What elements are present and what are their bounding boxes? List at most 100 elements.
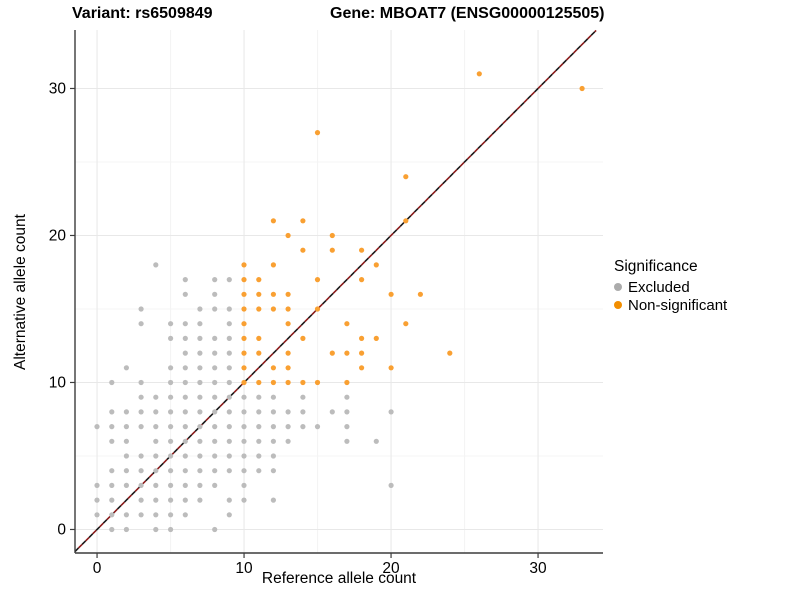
data-point-excluded bbox=[153, 262, 159, 268]
data-point-non-significant bbox=[256, 291, 262, 297]
data-point-excluded bbox=[168, 497, 174, 503]
data-point-excluded bbox=[138, 379, 144, 386]
data-point-excluded bbox=[109, 497, 115, 503]
data-point-non-significant bbox=[270, 218, 276, 224]
data-point-non-significant bbox=[241, 262, 247, 268]
data-point-excluded bbox=[168, 321, 174, 327]
data-point-non-significant bbox=[241, 321, 247, 327]
data-point-excluded bbox=[212, 365, 218, 371]
data-point-excluded bbox=[109, 438, 115, 444]
data-point-non-significant bbox=[241, 277, 247, 283]
data-point-non-significant bbox=[285, 321, 291, 327]
data-point-excluded bbox=[153, 526, 159, 533]
data-point-excluded bbox=[329, 409, 335, 415]
data-point-non-significant bbox=[300, 218, 306, 224]
data-point-excluded bbox=[123, 512, 129, 518]
data-point-non-significant bbox=[256, 350, 262, 356]
data-point-excluded bbox=[212, 424, 218, 430]
data-point-excluded bbox=[94, 424, 100, 430]
data-point-non-significant bbox=[314, 379, 321, 386]
data-point-excluded bbox=[256, 453, 262, 459]
data-point-excluded bbox=[197, 365, 203, 371]
data-point-excluded bbox=[182, 350, 188, 356]
data-point-excluded bbox=[168, 453, 174, 459]
data-point-excluded bbox=[388, 482, 394, 488]
legend-item-label: Non-significant bbox=[628, 296, 728, 314]
data-point-excluded bbox=[256, 394, 262, 400]
data-point-excluded bbox=[123, 482, 129, 488]
data-point-excluded bbox=[212, 306, 218, 312]
data-point-excluded bbox=[300, 394, 306, 400]
data-point-excluded bbox=[168, 365, 174, 371]
data-point-non-significant bbox=[359, 277, 365, 283]
data-point-excluded bbox=[226, 394, 232, 400]
data-point-excluded bbox=[197, 438, 203, 444]
data-point-excluded bbox=[94, 512, 100, 518]
excluded-point-icon bbox=[614, 283, 622, 291]
data-point-non-significant bbox=[285, 365, 291, 371]
y-axis-label: Alternative allele count bbox=[12, 214, 29, 370]
data-point-excluded bbox=[153, 468, 159, 474]
data-point-excluded bbox=[344, 394, 350, 400]
y-tick-label: 30 bbox=[49, 80, 67, 97]
data-point-non-significant bbox=[373, 262, 379, 268]
data-point-excluded bbox=[300, 424, 306, 430]
data-point-excluded bbox=[241, 438, 247, 444]
data-point-excluded bbox=[138, 306, 144, 312]
data-point-excluded bbox=[285, 438, 291, 444]
data-point-excluded bbox=[344, 409, 350, 415]
chart-title-variant: Variant: rs6509849 bbox=[72, 5, 213, 22]
data-point-excluded bbox=[123, 453, 129, 459]
data-point-excluded bbox=[226, 468, 232, 474]
data-point-non-significant bbox=[241, 306, 247, 312]
data-point-excluded bbox=[168, 438, 174, 444]
data-point-non-significant bbox=[373, 335, 379, 341]
data-point-excluded bbox=[182, 365, 188, 371]
data-point-excluded bbox=[212, 409, 218, 415]
data-point-excluded bbox=[270, 409, 276, 415]
data-point-excluded bbox=[182, 497, 188, 503]
data-point-excluded bbox=[153, 482, 159, 488]
nonsignificant-point-icon bbox=[614, 301, 622, 309]
data-point-excluded bbox=[226, 306, 232, 312]
data-point-excluded bbox=[197, 335, 203, 341]
x-tick-label: 30 bbox=[529, 560, 547, 577]
data-point-non-significant bbox=[300, 335, 306, 341]
data-point-non-significant bbox=[270, 262, 276, 268]
data-point-excluded bbox=[168, 424, 174, 430]
data-point-non-significant bbox=[270, 291, 276, 297]
data-point-non-significant bbox=[270, 306, 276, 312]
data-point-non-significant bbox=[314, 130, 321, 136]
data-point-excluded bbox=[123, 409, 129, 415]
data-point-excluded bbox=[226, 438, 232, 444]
data-point-excluded bbox=[138, 482, 144, 488]
data-point-excluded bbox=[226, 453, 232, 459]
data-point-excluded bbox=[285, 424, 291, 430]
data-point-excluded bbox=[241, 497, 247, 503]
data-point-excluded bbox=[197, 453, 203, 459]
data-point-non-significant bbox=[344, 321, 350, 327]
data-point-excluded bbox=[212, 468, 218, 474]
data-point-non-significant bbox=[329, 232, 335, 239]
y-tick-label: 10 bbox=[49, 374, 67, 391]
data-point-excluded bbox=[197, 306, 203, 312]
data-point-excluded bbox=[168, 409, 174, 415]
data-point-excluded bbox=[226, 350, 232, 356]
data-point-excluded bbox=[212, 453, 218, 459]
data-point-excluded bbox=[388, 409, 394, 415]
data-point-excluded bbox=[138, 497, 144, 503]
data-point-non-significant bbox=[329, 247, 335, 253]
data-point-excluded bbox=[182, 438, 188, 444]
data-point-non-significant bbox=[359, 350, 365, 356]
data-point-excluded bbox=[300, 409, 306, 415]
data-point-excluded bbox=[109, 409, 115, 415]
data-point-non-significant bbox=[241, 379, 247, 386]
data-point-excluded bbox=[182, 335, 188, 341]
data-point-excluded bbox=[270, 438, 276, 444]
legend-item-label: Excluded bbox=[628, 278, 690, 296]
data-point-excluded bbox=[138, 321, 144, 327]
data-point-excluded bbox=[197, 350, 203, 356]
data-point-non-significant bbox=[447, 350, 453, 356]
x-tick-label: 10 bbox=[235, 560, 253, 577]
data-point-excluded bbox=[212, 350, 218, 356]
